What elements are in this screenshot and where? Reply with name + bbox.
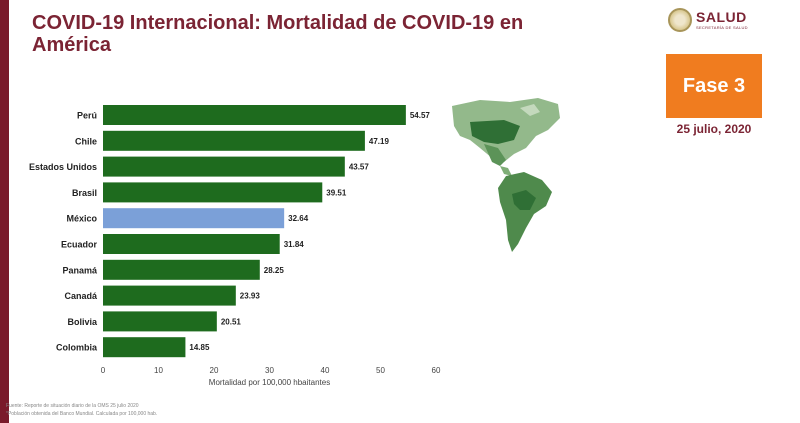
bar-panama — [103, 259, 260, 280]
left-accent-bar — [0, 0, 9, 423]
x-tick-label: 30 — [265, 366, 274, 375]
page-title: COVID-19 Internacional: Mortalidad de CO… — [32, 12, 524, 56]
category-label: Bolivia — [67, 317, 98, 327]
category-label: Ecuador — [61, 240, 98, 250]
x-tick-label: 10 — [154, 366, 163, 375]
category-label: Colombia — [56, 343, 98, 353]
bar-colombia — [103, 337, 186, 358]
value-label: 43.57 — [349, 163, 370, 172]
americas-map-icon — [452, 98, 560, 252]
category-label: Panamá — [62, 265, 98, 275]
bar-canada — [103, 285, 236, 306]
value-label: 47.19 — [369, 137, 390, 146]
footnote-source: Fuente: Reporte de situación diario de l… — [6, 403, 139, 409]
x-tick-label: 50 — [376, 366, 385, 375]
bar-ecuador — [103, 234, 280, 254]
category-label: Estados Unidos — [29, 162, 97, 172]
bar-peru — [103, 105, 406, 125]
bar-brasil — [103, 182, 323, 203]
bar-estados-unidos — [103, 156, 345, 177]
phase-label: Fase 3 — [682, 74, 746, 97]
footnote-population: *Población obtenida del Banco Mundial. C… — [6, 411, 158, 417]
category-label: Canadá — [64, 291, 98, 301]
logo-name: SALUD — [696, 9, 747, 25]
x-tick-label: 40 — [321, 366, 330, 375]
value-label: 14.85 — [189, 343, 210, 352]
value-label: 28.25 — [264, 266, 285, 275]
value-label: 54.57 — [410, 111, 431, 120]
category-label: Perú — [77, 111, 97, 121]
value-label: 32.64 — [288, 214, 309, 223]
seal-icon — [668, 8, 692, 32]
logo-text: SALUD SECRETARÍA DE SALUD — [696, 9, 748, 31]
x-tick-label: 20 — [210, 366, 219, 375]
phase-badge: Fase 3 — [666, 54, 762, 118]
value-label: 20.51 — [221, 317, 242, 326]
value-label: 39.51 — [326, 188, 347, 197]
bar-chile — [103, 130, 365, 151]
logo-subtitle: SECRETARÍA DE SALUD — [696, 25, 748, 30]
category-label: Chile — [75, 136, 97, 146]
value-label: 23.93 — [240, 292, 261, 301]
x-tick-label: 60 — [432, 366, 441, 375]
bar-mexico — [103, 208, 285, 229]
x-tick-label: 0 — [101, 366, 106, 375]
bar-bolivia — [103, 311, 217, 332]
category-label: México — [66, 214, 97, 224]
category-label: Brasil — [72, 188, 97, 198]
phase-date: 25 julio, 2020 — [676, 122, 752, 136]
value-label: 31.84 — [284, 240, 305, 249]
x-axis-label: Mortalidad por 100,000 hbaitantes — [209, 378, 330, 387]
salud-logo: SALUD SECRETARÍA DE SALUD — [668, 8, 748, 32]
